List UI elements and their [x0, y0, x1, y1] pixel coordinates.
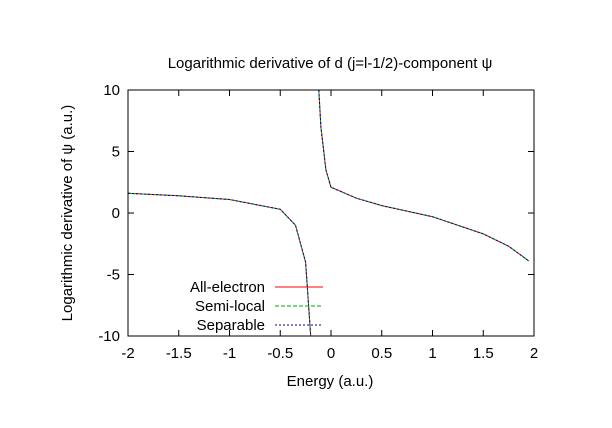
series-line-2-0	[128, 192, 312, 336]
x-axis: -2 -1.5 -1 -0.5 0 0.5 1 1.5 2	[121, 90, 538, 362]
legend: All-electron Semi-local Separable	[190, 279, 323, 334]
series-line-1-1	[318, 90, 530, 262]
x-tick-label: -0.5	[267, 345, 293, 362]
x-tick-label: 0.5	[371, 345, 392, 362]
y-axis: 10 5 0 -5 -10	[98, 82, 534, 345]
y-tick-label: -5	[107, 267, 120, 284]
legend-label: Semi-local	[195, 298, 265, 315]
plot-lines	[128, 90, 530, 336]
x-tick-label: -1.5	[166, 345, 192, 362]
plot-frame	[127, 89, 535, 337]
legend-label: All-electron	[190, 279, 265, 296]
y-tick-label: 10	[103, 82, 120, 99]
x-tick-label: 1.5	[473, 345, 494, 362]
x-tick-label: -2	[121, 345, 134, 362]
y-tick-label: -10	[98, 328, 120, 345]
chart-title: Logarithmic derivative of d (j=l-1/2)-co…	[168, 55, 493, 72]
x-tick-label: 2	[530, 345, 538, 362]
x-tick-label: -1	[223, 345, 236, 362]
y-tick-label: 5	[112, 144, 120, 161]
y-tick-label: 0	[112, 205, 120, 222]
series-line-2-1	[318, 90, 530, 262]
x-tick-label: 0	[327, 345, 335, 362]
y-axis-label: Logarithmic derivative of ψ (a.u.)	[59, 105, 76, 322]
series-line-0-1	[318, 90, 530, 262]
x-tick-label: 1	[428, 345, 436, 362]
x-axis-label: Energy (a.u.)	[287, 373, 374, 390]
legend-label: Separable	[197, 317, 265, 334]
